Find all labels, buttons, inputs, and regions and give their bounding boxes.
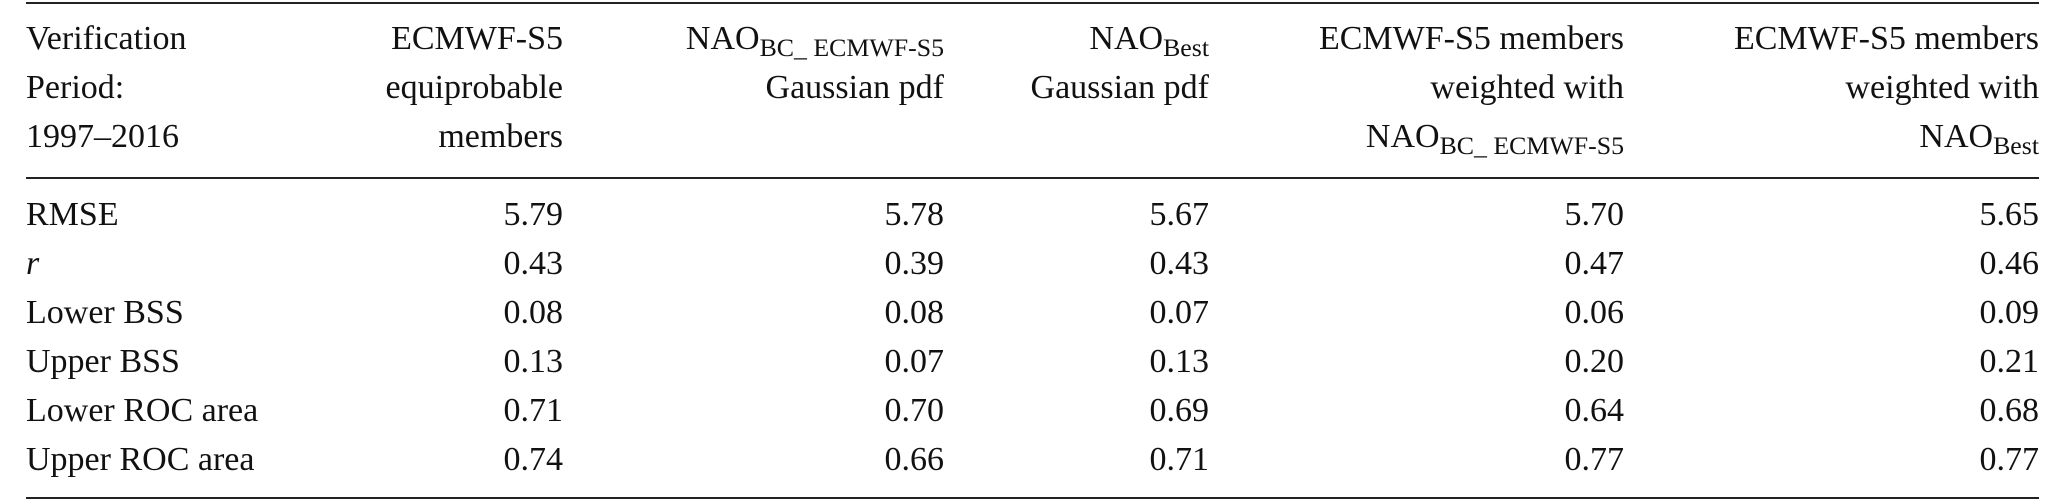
header-cell: ECMWF-S5 equiprobable members — [336, 3, 564, 179]
cell-value: 0.69 — [1149, 392, 1210, 429]
header-cell: Verification Period: 1997–2016 — [26, 3, 336, 179]
cell-value: 0.64 — [1564, 392, 1625, 429]
header-base: NAO — [685, 20, 760, 57]
cell-value: 0.66 — [884, 441, 945, 478]
header-cell: ECMWF-S5 members weighted with NAOBC_ ECMW… — [1209, 3, 1624, 179]
header-subscript: BC_ ECMWF-S5 — [759, 33, 944, 63]
cell-value: 5.65 — [1979, 196, 2040, 233]
cell-value: 0.07 — [1149, 294, 1210, 331]
cell-value: 0.74 — [503, 441, 564, 478]
header-line: equiprobable — [385, 69, 564, 106]
table-row: r 0.43 0.39 0.43 0.47 0.46 — [26, 239, 2039, 288]
header-line: members — [438, 118, 563, 155]
cell-value: 0.06 — [1564, 294, 1625, 331]
row-label: RMSE — [26, 196, 119, 233]
cell-value: 5.78 — [884, 196, 945, 233]
results-table: Verification Period: 1997–2016 ECMWF-S5 equi… — [26, 2, 2039, 499]
table-header: Verification Period: 1997–2016 ECMWF-S5 equi… — [26, 3, 2039, 179]
row-label: r — [26, 245, 40, 282]
header-row: Verification Period: 1997–2016 ECMWF-S5 equi… — [26, 3, 2039, 179]
row-label: Upper ROC area — [26, 441, 255, 478]
table-row: Upper BSS 0.13 0.07 0.13 0.20 0.21 — [26, 337, 2039, 386]
header-subscript: Best — [1993, 131, 2039, 161]
row-label: Lower ROC area — [26, 392, 259, 429]
header-subscript: BC_ ECMWF-S5 — [1439, 131, 1624, 161]
cell-value: 0.70 — [884, 392, 945, 429]
cell-value: 0.13 — [503, 343, 564, 380]
table-row: RMSE 5.79 5.78 5.67 5.70 5.65 — [26, 178, 2039, 239]
cell-value: 0.47 — [1564, 245, 1625, 282]
header-cell: NAOBest Gaussian pdf — [944, 3, 1209, 179]
header-line: 1997–2016 — [26, 118, 179, 155]
cell-value: 0.20 — [1564, 343, 1625, 380]
header-line: NAOBest — [944, 14, 1209, 63]
header-cell: NAOBC_ ECMWF-S5 Gaussian pdf — [563, 3, 944, 179]
header-line: NAOBC_ ECMWF-S5 — [563, 14, 944, 63]
header-line: Period: — [26, 69, 125, 106]
header-line: NAOBC_ ECMWF-S5 — [1209, 112, 1624, 161]
cell-value: 0.77 — [1979, 441, 2040, 478]
cell-value: 0.71 — [1149, 441, 1210, 478]
cell-value: 0.21 — [1979, 343, 2040, 380]
cell-value: 5.70 — [1564, 196, 1625, 233]
cell-value: 0.08 — [503, 294, 564, 331]
cell-value: 0.71 — [503, 392, 564, 429]
header-line: Gaussian pdf — [1030, 69, 1209, 106]
cell-value: 0.39 — [884, 245, 945, 282]
table-row: Lower BSS 0.08 0.08 0.07 0.06 0.09 — [26, 288, 2039, 337]
row-label: Lower BSS — [26, 294, 184, 331]
cell-value: 5.67 — [1149, 196, 1210, 233]
table-row: Lower ROC area 0.71 0.70 0.69 0.64 0.68 — [26, 386, 2039, 435]
header-base: NAO — [1089, 20, 1164, 57]
cell-value: 0.68 — [1979, 392, 2040, 429]
header-line: Gaussian pdf — [765, 69, 944, 106]
header-line: ECMWF-S5 members — [1733, 20, 2039, 57]
cell-value: 0.46 — [1979, 245, 2040, 282]
header-line: weighted with — [1845, 69, 2039, 106]
header-base: NAO — [1919, 118, 1994, 155]
cell-value: 0.08 — [884, 294, 945, 331]
cell-value: 0.43 — [1149, 245, 1210, 282]
header-line: weighted with — [1430, 69, 1624, 106]
row-label: Upper BSS — [26, 343, 180, 380]
cell-value: 0.07 — [884, 343, 945, 380]
cell-value: 0.43 — [503, 245, 564, 282]
cell-value: 0.13 — [1149, 343, 1210, 380]
table-row: Upper ROC area 0.74 0.66 0.71 0.77 0.77 — [26, 435, 2039, 498]
header-line: ECMWF-S5 members — [1318, 20, 1624, 57]
header-line: Verification — [26, 20, 187, 57]
header-line: ECMWF-S5 — [391, 20, 563, 57]
header-line: NAOBest — [1624, 112, 2039, 161]
header-cell: ECMWF-S5 members weighted with NAOBest — [1624, 3, 2039, 179]
header-subscript: Best — [1163, 33, 1209, 63]
cell-value: 0.09 — [1979, 294, 2040, 331]
cell-value: 5.79 — [503, 196, 564, 233]
table-body: RMSE 5.79 5.78 5.67 5.70 5.65 r 0.43 0.39 0.43 0.4… — [26, 178, 2039, 498]
cell-value: 0.77 — [1564, 441, 1625, 478]
header-base: NAO — [1365, 118, 1440, 155]
